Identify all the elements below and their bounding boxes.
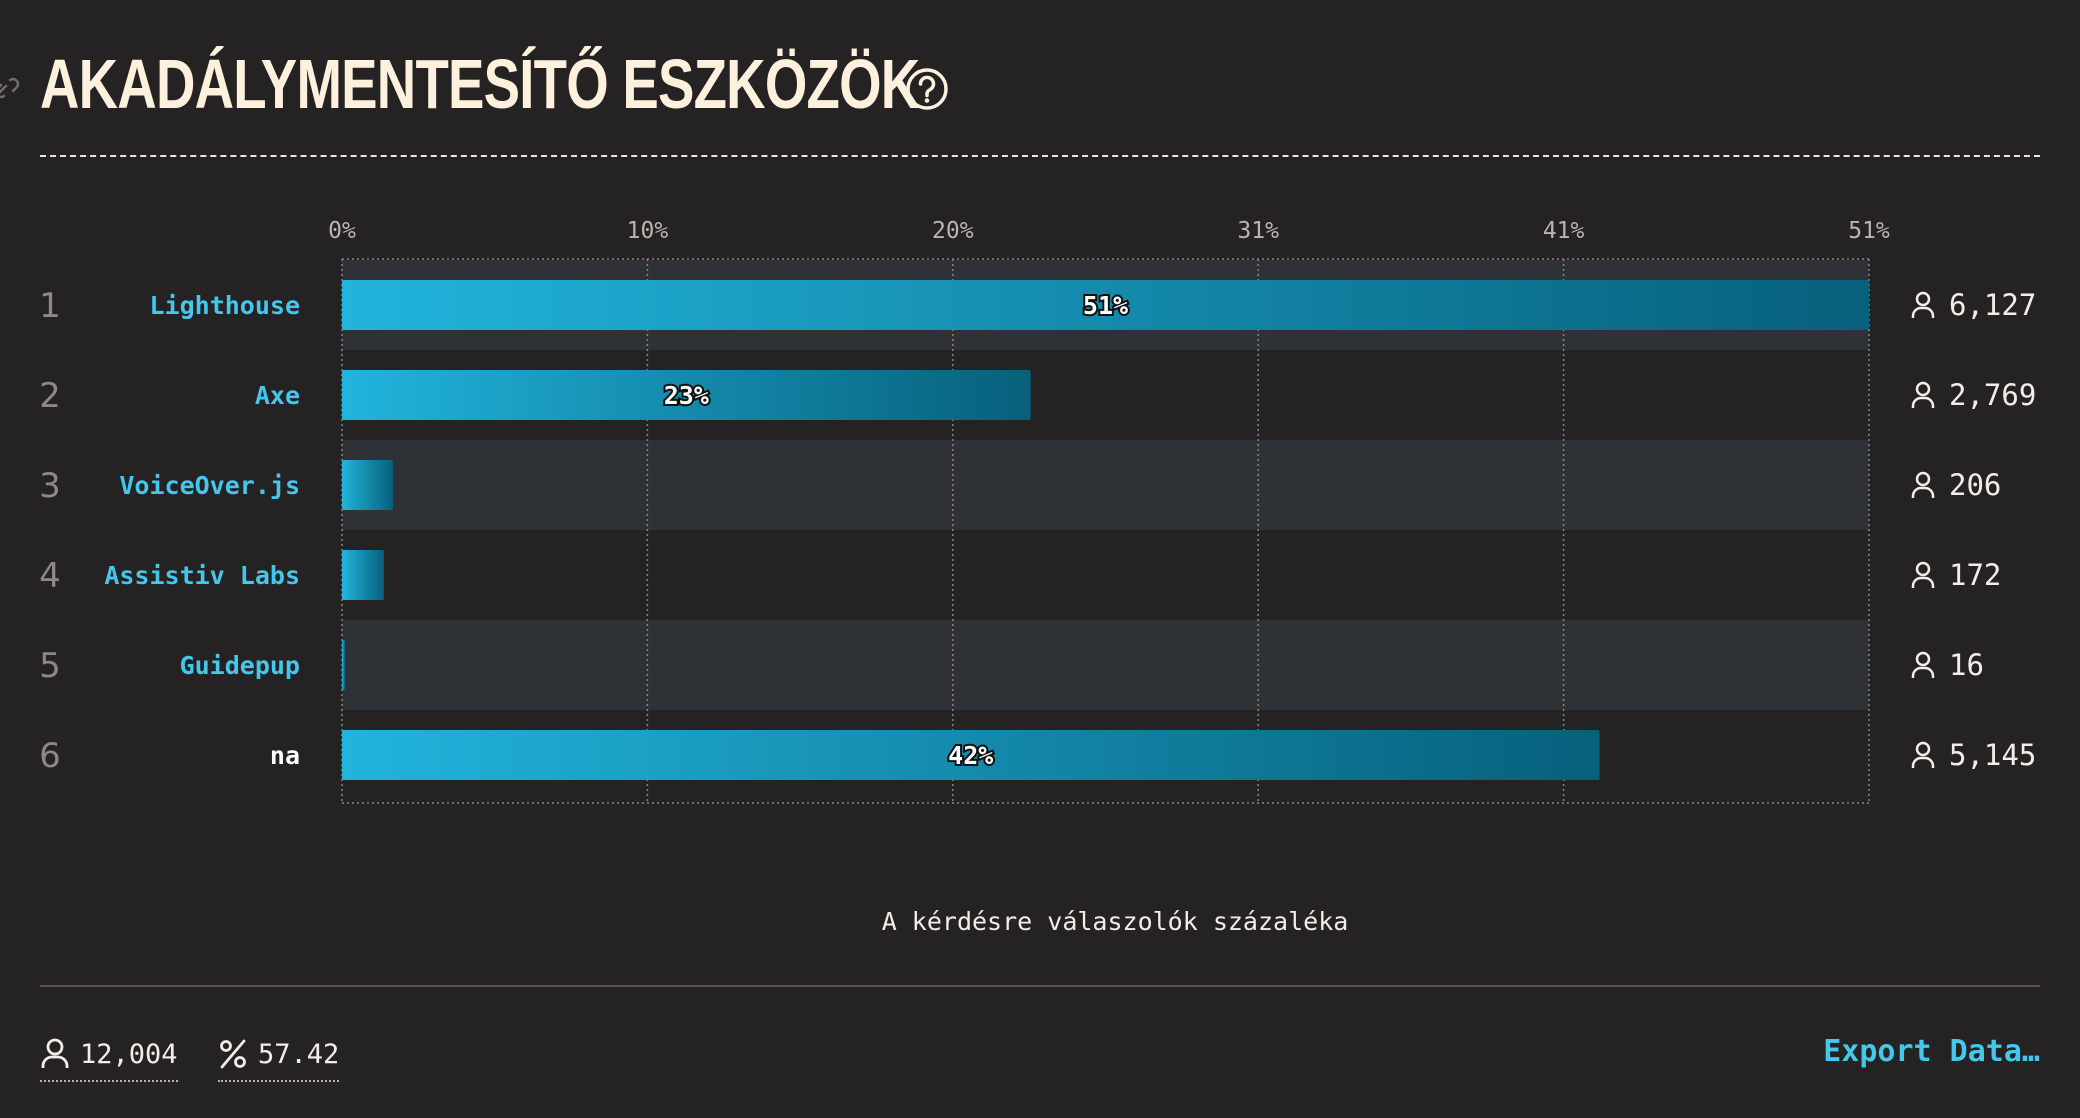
- respondent-count: 16: [1949, 648, 1984, 682]
- bar-chart: 0%0%10%10%20%20%31%31%41%41%51%51%1Light…: [39, 218, 2036, 804]
- bar-value-label: 42%: [948, 741, 993, 770]
- user-icon: [1911, 741, 1935, 768]
- question-circle-icon[interactable]: [905, 67, 949, 111]
- link-icon[interactable]: [0, 72, 20, 102]
- bar: [342, 460, 393, 510]
- bar-value-label: 51%: [1083, 291, 1128, 320]
- user-icon: [1911, 651, 1935, 678]
- export-data-button[interactable]: Export Data…: [1823, 1034, 2040, 1069]
- user-icon: [1911, 561, 1935, 588]
- total-respondents-value: 12,004: [80, 1038, 178, 1070]
- row-label[interactable]: Axe: [255, 381, 300, 410]
- row-label[interactable]: VoiceOver.js: [119, 471, 300, 500]
- completion-percent-stat[interactable]: 57.42: [218, 1032, 340, 1082]
- x-tick-label: 10%: [627, 218, 669, 244]
- total-respondents-stat[interactable]: 12,004: [40, 1032, 178, 1082]
- row-label[interactable]: na: [270, 741, 300, 770]
- respondent-count: 6,127: [1949, 288, 2036, 322]
- bar-value-label: 23%: [664, 381, 709, 410]
- x-tick-label: 0%: [328, 218, 356, 244]
- row-label[interactable]: Lighthouse: [149, 291, 300, 320]
- row-rank: 2: [39, 376, 61, 416]
- respondent-count: 5,145: [1949, 738, 2036, 772]
- bar: [342, 640, 345, 690]
- percent-icon: [220, 1039, 246, 1069]
- row-rank: 4: [39, 556, 61, 596]
- x-tick-label: 31%: [1237, 218, 1279, 244]
- x-axis-label: A kérdésre válaszolók százaléka: [881, 907, 1349, 936]
- user-icon: [1911, 381, 1935, 408]
- completion-percent-value: 57.42: [258, 1038, 340, 1070]
- user-icon: [41, 1038, 69, 1068]
- row-rank: 5: [39, 646, 61, 686]
- row-rank: 6: [39, 736, 61, 776]
- title-divider: [40, 155, 2040, 157]
- bar: [342, 280, 1869, 330]
- x-tick-label: 20%: [932, 218, 974, 244]
- user-icon: [1911, 291, 1935, 318]
- block-title: AKADÁLYMENTESÍTŐ ESZKÖZÖK: [40, 45, 920, 123]
- bar: [342, 550, 384, 600]
- row-rank: 3: [39, 466, 61, 506]
- row-label[interactable]: Assistiv Labs: [104, 561, 300, 590]
- footer-divider: [40, 985, 2040, 987]
- bar: [342, 370, 1031, 420]
- respondent-count: 172: [1949, 558, 2001, 592]
- respondent-count: 2,769: [1949, 378, 2036, 412]
- respondent-count: 206: [1949, 468, 2001, 502]
- row-rank: 1: [39, 286, 61, 326]
- bar: [342, 730, 1600, 780]
- x-tick-label: 41%: [1543, 218, 1585, 244]
- user-icon: [1911, 471, 1935, 498]
- x-tick-label: 51%: [1848, 218, 1890, 244]
- row-band: [342, 440, 1869, 530]
- row-label[interactable]: Guidepup: [180, 651, 300, 680]
- row-band: [342, 620, 1869, 710]
